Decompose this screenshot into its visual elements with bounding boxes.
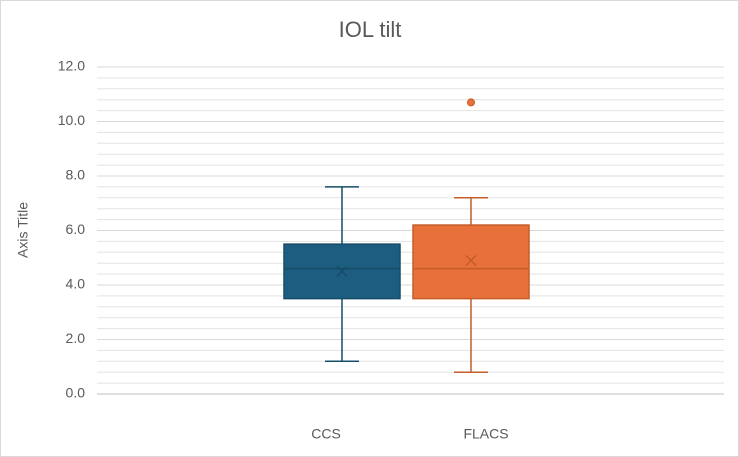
x-tick-label: FLACS (463, 426, 508, 442)
y-tick-label: 2.0 (66, 330, 86, 346)
y-tick-label: 0.0 (66, 385, 86, 401)
y-axis-title: Axis Title (15, 202, 31, 258)
x-tick-label: CCS (311, 426, 341, 442)
chart-title: IOL tilt (339, 17, 402, 42)
y-tick-label: 6.0 (66, 221, 86, 237)
y-tick-label: 12.0 (58, 58, 85, 74)
mean-marker (336, 265, 348, 277)
y-tick-label: 4.0 (66, 276, 86, 292)
y-tick-label: 10.0 (58, 112, 85, 128)
box (412, 224, 530, 300)
mean-marker (465, 254, 477, 267)
y-tick-label: 8.0 (66, 167, 86, 183)
outlier (467, 98, 475, 107)
